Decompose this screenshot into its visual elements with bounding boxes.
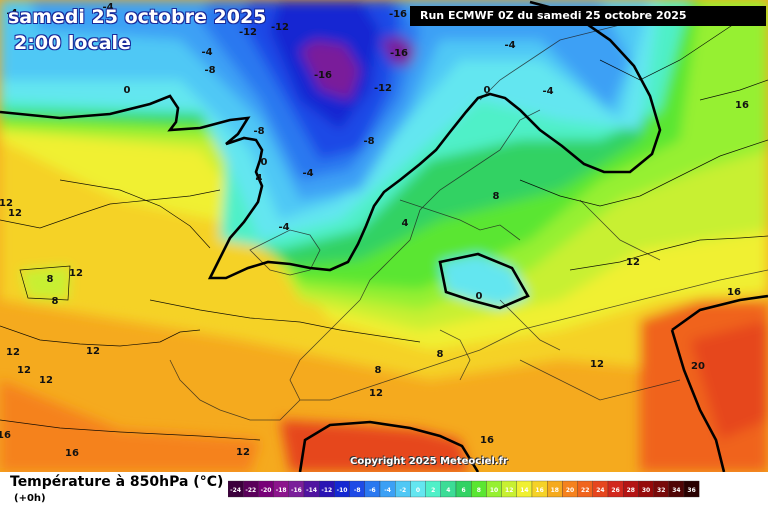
- isotherm-label: -4: [6, 8, 17, 19]
- thin-isotherms: [0, 19, 768, 441]
- scale-tick-label: 16: [535, 487, 543, 494]
- isotherm-label: -16: [390, 48, 408, 59]
- isotherm-label: 12: [369, 388, 383, 399]
- isotherm-label: 16: [0, 430, 11, 441]
- isotherm-label: -12: [374, 83, 392, 94]
- coastlines: [169, 19, 768, 421]
- isotherm-label: -4: [201, 47, 212, 58]
- map-time: 2:00 locale: [14, 32, 131, 54]
- isotherm-label: -12: [239, 27, 257, 38]
- scale-tick-label: 12: [505, 487, 513, 494]
- isotherm-label: -8: [204, 65, 215, 76]
- isotherm-label: 16: [735, 100, 749, 111]
- isotherm-label: 16: [727, 287, 741, 298]
- isotherm-label: -12: [271, 22, 289, 33]
- isotherm-label: 8: [47, 274, 54, 285]
- isotherm-label: 12: [6, 347, 20, 358]
- isotherm-label: 8: [375, 365, 382, 376]
- scale-tick-label: -12: [321, 487, 332, 494]
- isotherm-label: -4: [302, 168, 313, 179]
- scale-tick-label: 22: [581, 487, 589, 494]
- legend-subtitle: (+0h): [14, 493, 46, 504]
- scale-tick-label: 18: [551, 487, 559, 494]
- isotherm-label: 12: [17, 365, 31, 376]
- isotherm-labels: -4 -4 -12 -12 -16 -4 -8 -16 -16 -4 -4 -12 0 0 16 -8 -8 0 -…: [0, 2, 749, 459]
- scale-tick-label: -14: [306, 487, 317, 494]
- scale-tick-label: 34: [672, 487, 680, 494]
- isotherm-label: 20: [691, 361, 705, 372]
- isotherm-label: 0: [261, 157, 268, 168]
- model-run-banner: Run ECMWF 0Z du samedi 25 octobre 2025: [410, 6, 766, 26]
- isotherm-label: 12: [8, 208, 22, 219]
- scale-tick-label: -8: [354, 487, 361, 494]
- isotherm-label: 0: [484, 85, 491, 96]
- isotherm-label: 8: [437, 349, 444, 360]
- scale-tick-label: 14: [520, 487, 528, 494]
- isotherm-label: -4: [542, 86, 553, 97]
- isotherm-label: 4: [402, 218, 409, 229]
- scale-tick-label: 36: [687, 487, 695, 494]
- scale-tick-label: -24: [230, 487, 241, 494]
- isotherm-label: 12: [236, 447, 250, 458]
- temperature-map: -4 -4 -12 -12 -16 -4 -8 -16 -16 -4 -4 -12 0 0 16 -8 -8 0 -…: [0, 0, 768, 472]
- isotherm-label: 16: [480, 435, 494, 446]
- isotherm-label: -4: [278, 222, 289, 233]
- isotherm-label: 0: [124, 85, 131, 96]
- map-date: samedi 25 octobre 2025: [8, 6, 267, 28]
- scale-tick-label: 4: [446, 487, 450, 494]
- thick-isotherms: [0, 0, 768, 472]
- isotherm-label: -16: [389, 9, 407, 20]
- scale-tick-label: 20: [566, 487, 574, 494]
- isotherm-label: 12: [39, 375, 53, 386]
- isotherm-label: 12: [0, 198, 13, 209]
- isotherm-label: 16: [65, 448, 79, 459]
- isotherm-label: -4: [504, 40, 515, 51]
- isotherm-label: -8: [253, 126, 264, 137]
- isotherm-label: 12: [626, 257, 640, 268]
- copyright: Copyright 2025 Meteociel.fr: [350, 456, 508, 467]
- scale-tick-label: 6: [462, 487, 466, 494]
- isotherm-label: 8: [52, 296, 59, 307]
- color-scale: -24 -22 -20 -18 -16 -14 -12 -10 -8 -6 -4 -2 0 2 4 6 8 10 1…: [228, 480, 700, 498]
- isotherm-label: 8: [493, 191, 500, 202]
- scale-tick-label: -2: [399, 487, 406, 494]
- scale-tick-label: -6: [369, 487, 376, 494]
- isotherm-label: 12: [590, 359, 604, 370]
- scale-tick-label: 24: [596, 487, 604, 494]
- scale-tick-label: -20: [261, 487, 272, 494]
- isotherm-label: -8: [363, 136, 374, 147]
- scale-tick-label: 26: [611, 487, 619, 494]
- scale-tick-label: 28: [627, 487, 635, 494]
- scale-tick-label: 10: [490, 487, 498, 494]
- scale-tick-label: 32: [657, 487, 665, 494]
- isotherm-label: 12: [69, 268, 83, 279]
- scale-tick-label: 8: [477, 487, 481, 494]
- isotherm-label: 0: [476, 291, 483, 302]
- isotherm-label: -4: [102, 2, 113, 13]
- scale-tick-label: 0: [416, 487, 420, 494]
- scale-tick-label: 2: [431, 487, 435, 494]
- scale-tick-label: -18: [276, 487, 287, 494]
- isotherm-label: -16: [314, 70, 332, 81]
- temperature-field: [0, 0, 768, 472]
- scale-tick-label: 30: [642, 487, 650, 494]
- scale-tick-label: -16: [291, 487, 302, 494]
- scale-tick-label: -4: [384, 487, 391, 494]
- isotherm-label: 4: [256, 173, 263, 184]
- scale-tick-label: -22: [245, 487, 256, 494]
- isotherm-label: 12: [86, 346, 100, 357]
- scale-tick-label: -10: [337, 487, 348, 494]
- scale-swatch: [683, 480, 700, 498]
- legend-title: Température à 850hPa (°C): [10, 474, 224, 490]
